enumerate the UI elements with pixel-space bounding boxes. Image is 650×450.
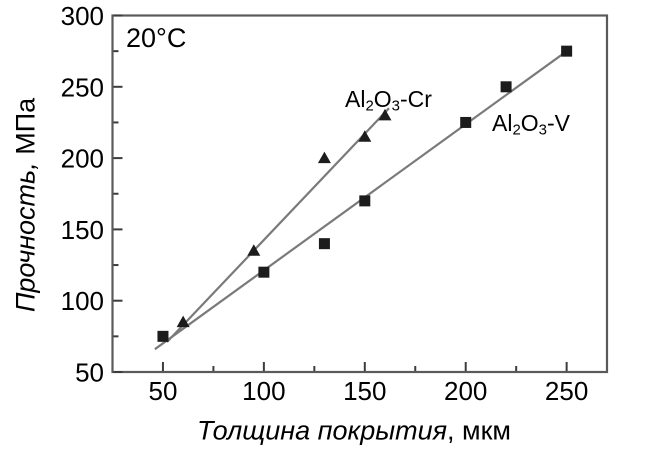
subscript: 2: [512, 121, 521, 139]
data-point-triangle: [176, 315, 190, 328]
series-label-text: -Cr: [399, 86, 432, 112]
y-axis-title: Прочность, МПа: [10, 97, 41, 313]
subscript: 2: [365, 97, 374, 115]
x-axis-title-main: Толщина покрытия: [196, 415, 448, 446]
x-tick-label: 100: [242, 376, 285, 406]
data-point-square: [359, 195, 371, 207]
x-tick-label: 250: [545, 376, 588, 406]
series-label-al2o3-v: Al2O3-V: [492, 112, 570, 138]
data-point-triangle: [358, 130, 372, 142]
series-label-text: Al: [492, 110, 513, 136]
data-point-square: [157, 330, 169, 342]
trend-line-al2o3-cr: [166, 107, 390, 343]
x-axis-title: Толщина покрытия, мкм: [196, 415, 512, 446]
x-tick-label: 50: [148, 376, 177, 406]
data-point-triangle: [317, 151, 331, 164]
series-label-text: Al: [345, 86, 366, 112]
y-tick-label: 300: [61, 1, 104, 31]
data-point-square: [561, 45, 573, 57]
plot-frame: [111, 14, 609, 374]
series-label-text: -V: [546, 110, 570, 136]
data-point-square: [500, 81, 512, 93]
x-tick-label: 200: [444, 376, 487, 406]
y-tick-label: 150: [61, 215, 104, 245]
y-tick-label: 100: [61, 286, 104, 316]
series-label-al2o3-cr: Al2O3-Cr: [345, 88, 432, 114]
temperature-annotation: 20°C: [126, 23, 187, 53]
x-tick-label: 150: [343, 376, 386, 406]
y-tick-label: 250: [61, 72, 104, 102]
y-tick-label: 200: [61, 144, 104, 174]
y-axis-title-main: Прочность,: [10, 162, 41, 313]
data-point-triangle: [247, 244, 261, 256]
x-axis-title-unit: , мкм: [447, 415, 512, 446]
subscript: 3: [391, 97, 400, 115]
data-point-square: [460, 116, 472, 128]
data-point-square: [318, 238, 330, 250]
series-label-text: O: [373, 86, 392, 112]
data-point-square: [258, 266, 270, 278]
y-axis-title-unit: МПа: [10, 97, 41, 163]
y-tick-label: 50: [75, 358, 104, 388]
data-point-triangle: [378, 108, 392, 121]
series-label-text: O: [520, 110, 539, 136]
subscript: 3: [538, 121, 547, 139]
